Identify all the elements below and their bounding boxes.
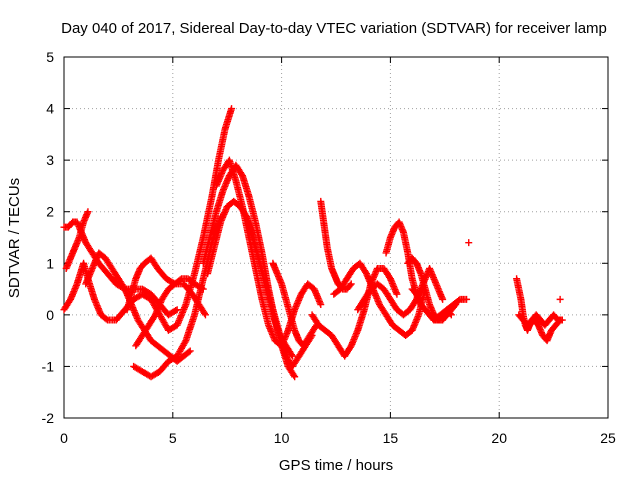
series-track-k [243,213,316,370]
series-track-g [132,275,207,350]
data-point [451,302,459,310]
series-track-b [60,218,181,319]
data-point [291,373,299,381]
plot-frame [63,56,609,419]
data-point [465,239,473,247]
y-tick-label: -1 [42,358,55,374]
series-track-s [408,285,455,324]
series-track-t [465,239,473,247]
y-tick-label: 1 [46,255,54,271]
data-point [447,311,455,319]
data-point [347,280,355,288]
data-point [201,309,209,317]
data-point [393,290,401,298]
data-point [346,281,354,289]
data-point [186,347,194,355]
data-point [198,284,206,292]
series-track-c [62,208,92,272]
data-point [228,105,236,113]
y-tick-label: 0 [46,307,54,323]
data-point [317,301,325,309]
x-tick-label: 20 [491,430,507,446]
data-point [172,307,180,315]
x-tick-label: 25 [600,430,616,446]
x-tick-label: 0 [60,430,68,446]
y-axis-label: SDTVAR / TECUs [6,178,23,298]
data-point [558,316,566,324]
data-point [237,170,245,178]
chart-title: Day 040 of 2017, Sidereal Day-to-day VTE… [61,20,607,37]
data-points [60,105,566,381]
data-point [185,348,193,356]
data-point [84,208,92,216]
data-point [102,315,110,323]
data-point [556,295,564,303]
data-point [173,306,181,314]
y-tick-label: -2 [42,410,55,426]
data-point [439,295,447,303]
series-track-j [212,156,325,350]
x-tick-label: 15 [383,430,399,446]
series-track-w [556,295,564,303]
x-tick-label: 10 [274,430,290,446]
data-point [199,285,207,293]
series-track-u [513,275,564,345]
series-track-l [269,259,320,350]
grid-lines [64,57,608,418]
data-point [452,301,460,309]
data-point [288,351,296,359]
data-point [463,295,471,303]
data-point [201,311,209,319]
x-axis-label: GPS time / hours [279,457,393,474]
data-point [290,371,298,379]
y-tick-label: 3 [46,152,54,168]
y-tick-label: 4 [46,101,54,117]
data-point [446,310,454,318]
y-tick-label: 2 [46,204,54,220]
data-point [288,352,296,360]
x-tick-label: 5 [169,430,177,446]
data-point [181,338,189,346]
series-track-v [515,311,566,329]
y-tick-label: 5 [46,49,54,65]
